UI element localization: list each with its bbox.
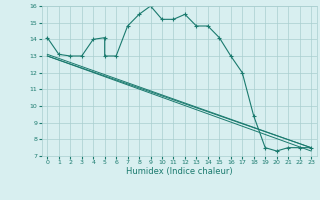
X-axis label: Humidex (Indice chaleur): Humidex (Indice chaleur) bbox=[126, 167, 233, 176]
